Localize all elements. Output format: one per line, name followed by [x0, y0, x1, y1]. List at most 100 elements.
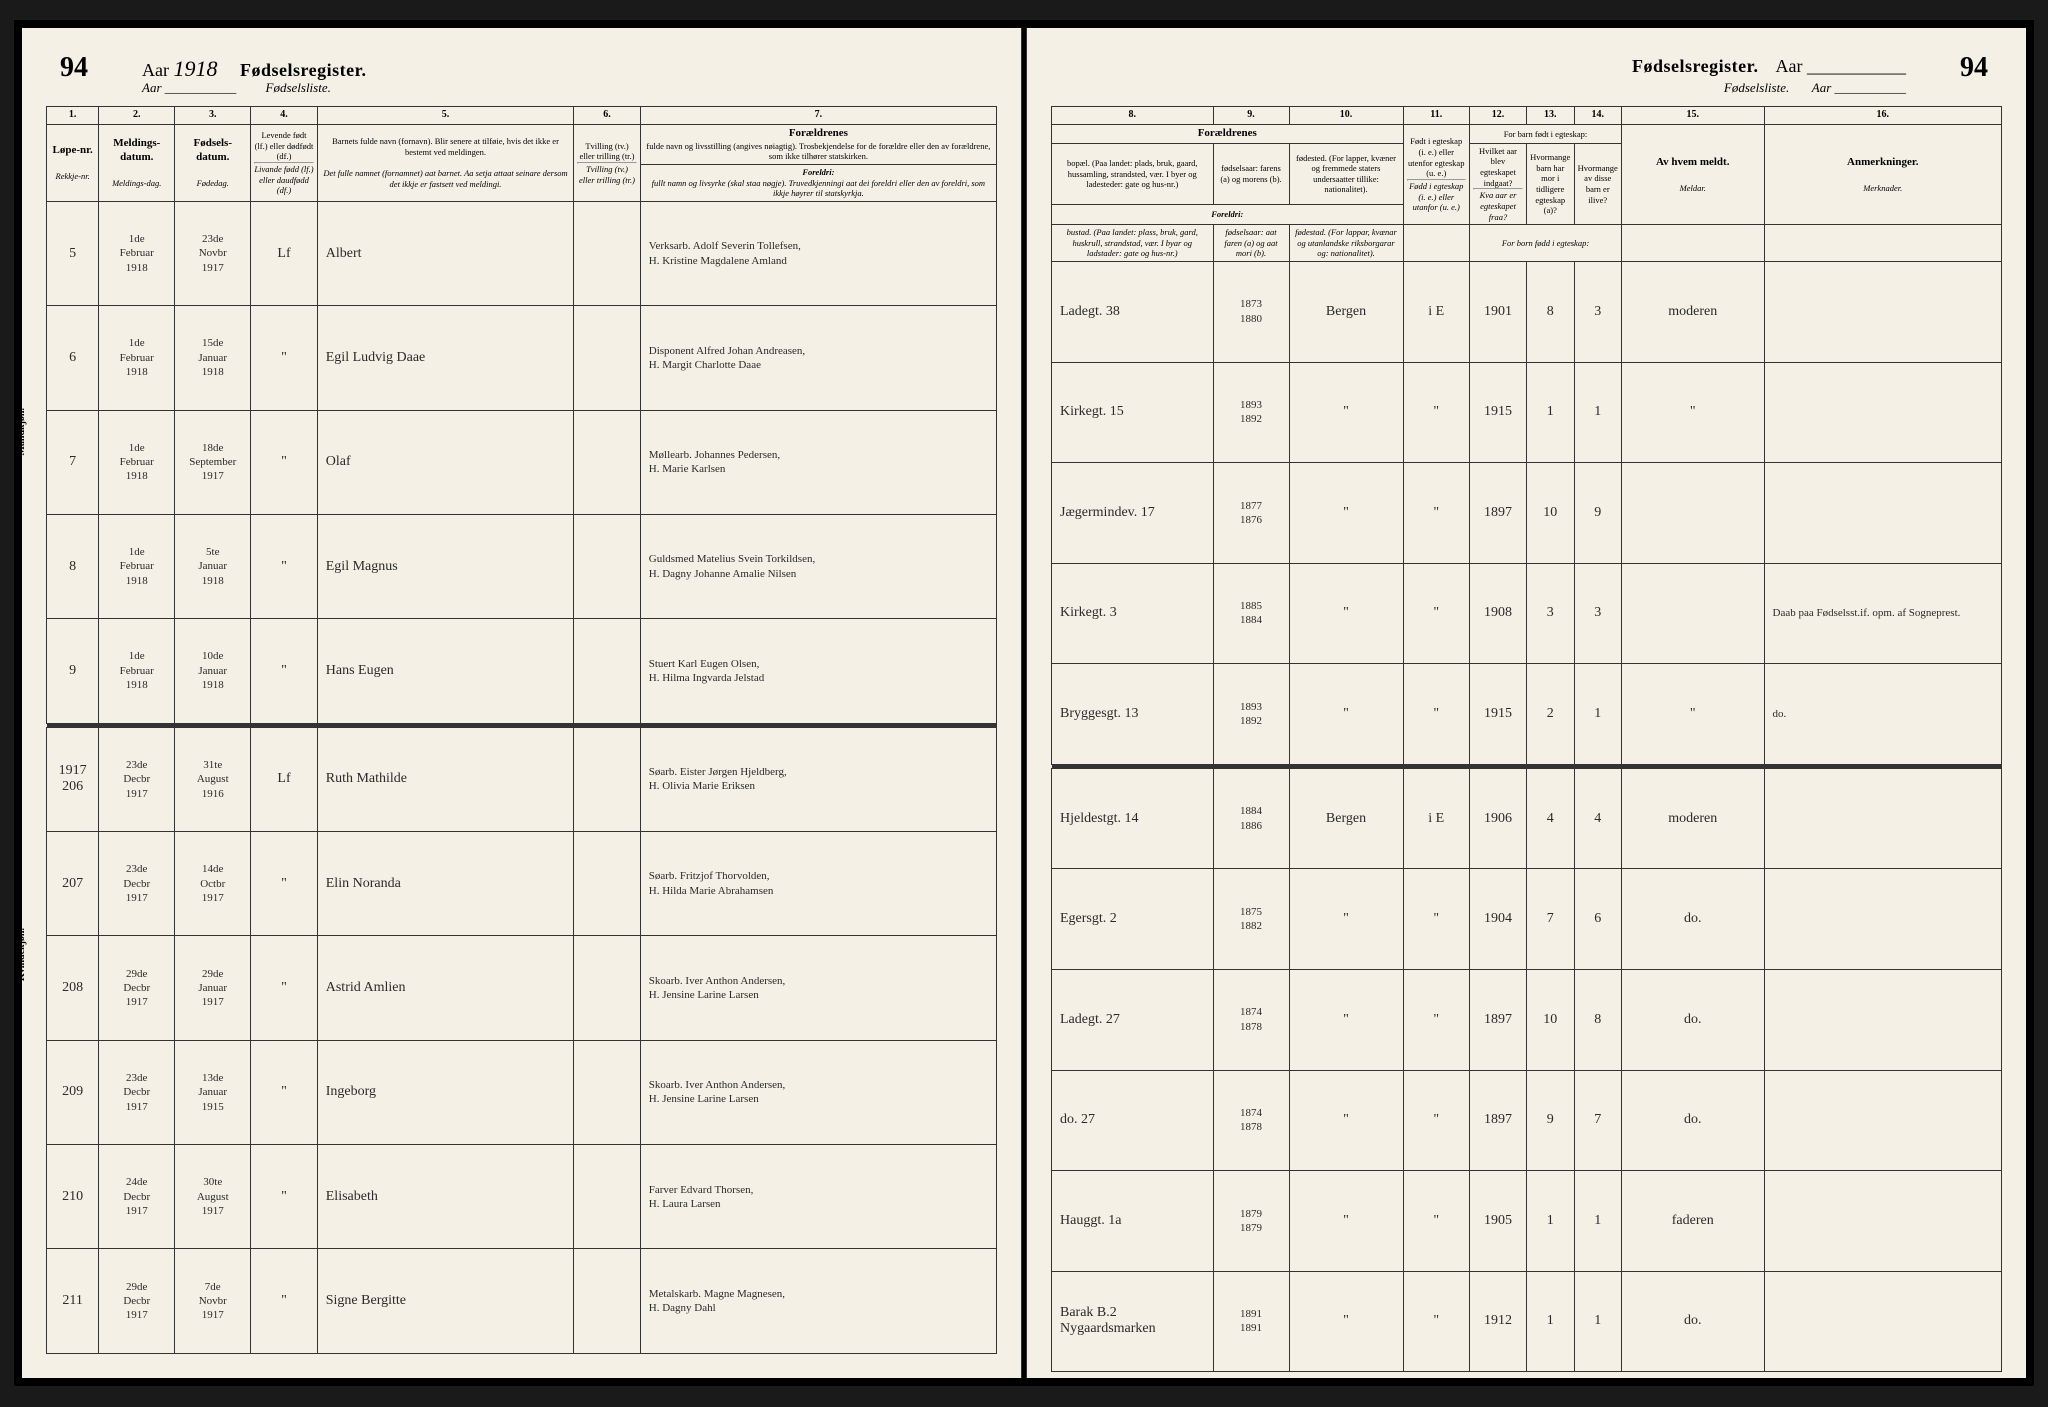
cell-meldt: do. — [1622, 969, 1765, 1070]
cell-navn: Albert — [317, 201, 574, 305]
cell-ie: " — [1403, 969, 1470, 1070]
subheader-right: Fødselsliste. Aar ___________ — [1724, 80, 1906, 96]
cell-meld: 1deFebruar1918 — [99, 201, 175, 305]
cell-foreldre: Farver Edvard Thorsen,H. Laura Larsen — [640, 1145, 996, 1249]
cell-tv — [574, 514, 641, 618]
cell-b: 1 — [1574, 362, 1622, 463]
cell-fod: 30teAugust1917 — [175, 1145, 251, 1249]
table-row: Ladegt. 27 18741878 " " 1897 10 8 do. — [1052, 969, 2002, 1070]
cell-lf: " — [251, 832, 318, 936]
table-row: Ladegt. 38 18731880 Bergen i E 1901 8 3 … — [1052, 262, 2002, 363]
table-row: Bryggesgt. 13 18931892 " " 1915 2 1 " do… — [1052, 664, 2002, 765]
cell-meldt: do. — [1622, 869, 1765, 970]
cell-b: 8 — [1574, 969, 1622, 1070]
aar-label: Aar — [142, 60, 169, 80]
cell-navn: Egil Magnus — [317, 514, 574, 618]
cell-aar: 18771876 — [1213, 463, 1289, 564]
cell-fod: 5teJanuar1918 — [175, 514, 251, 618]
cell-meld: 23deDecbr1917 — [99, 727, 175, 831]
cell-sted: " — [1289, 969, 1403, 1070]
year-value: 1918 — [173, 56, 217, 81]
cell-egtaar: 1897 — [1470, 1070, 1527, 1171]
cell-lf: " — [251, 410, 318, 514]
cell-egtaar: 1906 — [1470, 768, 1527, 869]
cell-foreldre: Søarb. Fritzjof Thorvolden,H. Hilda Mari… — [640, 832, 996, 936]
cell-ie: " — [1403, 664, 1470, 765]
table-row: Kirkegt. 3 18851884 " " 1908 3 3 Daab pa… — [1052, 563, 2002, 664]
table-row: Kirkegt. 15 18931892 " " 1915 1 1 " — [1052, 362, 2002, 463]
book-spread: 94 Aar 1918 Fødselsregister. Aar _______… — [14, 20, 2034, 1386]
cell-navn: Egil Ludvig Daae — [317, 306, 574, 410]
cell-egtaar: 1912 — [1470, 1271, 1527, 1372]
cell-a: 9 — [1527, 1070, 1575, 1171]
cell-a: 2 — [1527, 664, 1575, 765]
cell-nr: 5 — [47, 201, 99, 305]
cell-meld: 29deDecbr1917 — [99, 1249, 175, 1354]
cell-fod: 13deJanuar1915 — [175, 1040, 251, 1144]
table-row: Hauggt. 1a 18791879 " " 1905 1 1 faderen — [1052, 1171, 2002, 1272]
cell-egtaar: 1897 — [1470, 969, 1527, 1070]
cell-tv — [574, 1145, 641, 1249]
cell-nr: 9 — [47, 619, 99, 723]
side-label-female: Kvindekjøn. — [16, 928, 27, 981]
table-row: 1917206 23deDecbr1917 31teAugust1916 Lf … — [47, 727, 997, 831]
cell-meld: 24deDecbr1917 — [99, 1145, 175, 1249]
title-main-right: Fødselsregister. — [1632, 56, 1759, 76]
cell-fod: 14deOctbr1917 — [175, 832, 251, 936]
cell-meld: 1deFebruar1918 — [99, 306, 175, 410]
cell-b: 7 — [1574, 1070, 1622, 1171]
cell-fod: 15deJanuar1918 — [175, 306, 251, 410]
table-row: 9 1deFebruar1918 10deJanuar1918 " Hans E… — [47, 619, 997, 723]
cell-sted: Bergen — [1289, 768, 1403, 869]
cell-bopael: Kirkegt. 15 — [1052, 362, 1214, 463]
cell-lf: Lf — [251, 201, 318, 305]
cell-ie: " — [1403, 463, 1470, 564]
table-row: 210 24deDecbr1917 30teAugust1917 " Elisa… — [47, 1145, 997, 1249]
cell-sted: " — [1289, 1171, 1403, 1272]
cell-navn: Signe Bergitte — [317, 1249, 574, 1354]
cell-navn: Ruth Mathilde — [317, 727, 574, 831]
cell-ie: " — [1403, 1070, 1470, 1171]
table-row: do. 27 18741878 " " 1897 9 7 do. — [1052, 1070, 2002, 1171]
cell-sted: Bergen — [1289, 262, 1403, 363]
cell-aar: 18851884 — [1213, 563, 1289, 664]
cell-sted: " — [1289, 1271, 1403, 1372]
cell-nr: 209 — [47, 1040, 99, 1144]
cell-ie: " — [1403, 1271, 1470, 1372]
cell-b: 4 — [1574, 768, 1622, 869]
cell-nr: 207 — [47, 832, 99, 936]
cell-tv — [574, 936, 641, 1040]
cell-foreldre: Disponent Alfred Johan Andreasen,H. Marg… — [640, 306, 996, 410]
cell-tv — [574, 410, 641, 514]
cell-b: 6 — [1574, 869, 1622, 970]
cell-a: 8 — [1527, 262, 1575, 363]
cell-lf: " — [251, 514, 318, 618]
cell-aar: 18911891 — [1213, 1271, 1289, 1372]
table-row: 5 1deFebruar1918 23deNovbr1917 Lf Albert… — [47, 201, 997, 305]
cell-bopael: Bryggesgt. 13 — [1052, 664, 1214, 765]
cell-anm — [1764, 869, 2002, 970]
cell-anm — [1764, 1271, 2002, 1372]
cell-foreldre: Møllearb. Johannes Pedersen,H. Marie Kar… — [640, 410, 996, 514]
page-right: 94 Fødselsregister. Aar ___________ Føds… — [1026, 28, 2026, 1378]
register-table-left: 1. 2. 3. 4. 5. 6. 7. Løpe-nr. Rekkje-nr.… — [46, 106, 997, 1354]
cell-meld: 23deDecbr1917 — [99, 832, 175, 936]
cell-meld: 1deFebruar1918 — [99, 410, 175, 514]
table-row: Barak B.2 Nygaardsmarken 18911891 " " 19… — [1052, 1271, 2002, 1372]
cell-meld: 29deDecbr1917 — [99, 936, 175, 1040]
cell-anm: Daab paa Fødselsst.if. opm. af Sognepres… — [1764, 563, 2002, 664]
cell-tv — [574, 727, 641, 831]
cell-anm — [1764, 262, 2002, 363]
table-row: 8 1deFebruar1918 5teJanuar1918 " Egil Ma… — [47, 514, 997, 618]
cell-nr: 6 — [47, 306, 99, 410]
cell-aar: 18751882 — [1213, 869, 1289, 970]
cell-meld: 1deFebruar1918 — [99, 619, 175, 723]
cell-ie: " — [1403, 1171, 1470, 1272]
cell-ie: " — [1403, 869, 1470, 970]
cell-fod: 23deNovbr1917 — [175, 201, 251, 305]
cell-a: 1 — [1527, 1171, 1575, 1272]
cell-sted: " — [1289, 563, 1403, 664]
cell-foreldre: Guldsmed Matelius Svein Torkildsen,H. Da… — [640, 514, 996, 618]
cell-egtaar: 1901 — [1470, 262, 1527, 363]
cell-bopael: Barak B.2 Nygaardsmarken — [1052, 1271, 1214, 1372]
